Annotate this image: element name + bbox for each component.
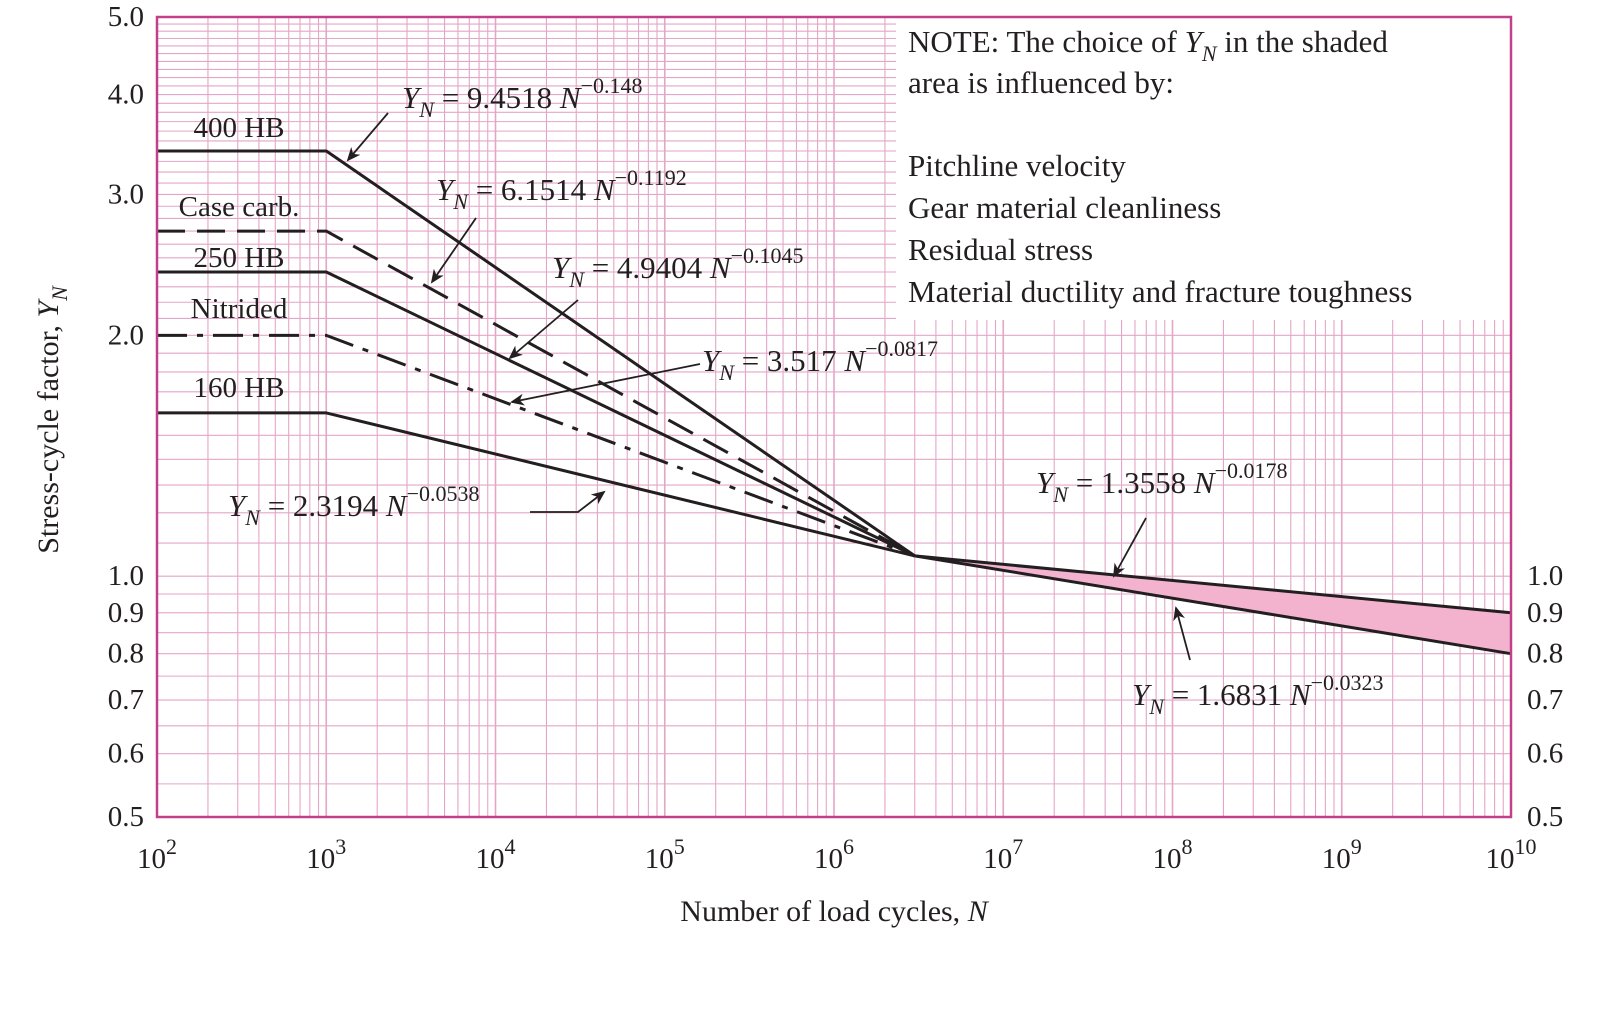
- y-tick-label-left: 3.0: [108, 178, 144, 210]
- leader-arrow: [346, 112, 389, 162]
- leader-arrow: [430, 217, 477, 284]
- series-line-400-hb: [157, 149, 916, 558]
- x-axis-title: Number of load cycles, N: [680, 895, 989, 928]
- y-tick-label-left: 0.8: [108, 638, 144, 670]
- x-tick-label: 108: [1153, 834, 1193, 875]
- leader-arrow: [510, 363, 701, 406]
- y-tick-label-right: 0.9: [1527, 597, 1563, 629]
- y-tick-label-left: 0.6: [108, 738, 144, 770]
- note-line-1: NOTE: The choice of YN in the shaded: [908, 24, 1388, 66]
- note-item: Material ductility and fracture toughnes…: [908, 274, 1412, 309]
- equation-label: YN = 4.9404 N−0.1045: [552, 243, 804, 292]
- grid: [156, 16, 1511, 818]
- x-tick-label: 104: [476, 834, 516, 875]
- note-item: Residual stress: [908, 232, 1093, 267]
- series-label-250-hb: 250 HB: [193, 242, 284, 274]
- x-tick-label: 109: [1322, 834, 1362, 875]
- tick-labels: 102 103 104 105 106 107 108 109 1010 5.0 4.0 3.0 2.0…: [108, 1, 1564, 875]
- note-item: Gear material cleanliness: [908, 190, 1221, 225]
- x-tick-label: 107: [983, 834, 1023, 875]
- y-axis-title: Stress-cycle factor, YN: [32, 285, 72, 554]
- x-tick-label: 1010: [1486, 834, 1537, 875]
- leader-arrows: [346, 112, 1191, 661]
- plot-frame-group: [155, 15, 1513, 819]
- x-tick-label: 106: [814, 834, 854, 875]
- series-line-160-hb: [157, 411, 916, 558]
- y-tick-label-left: 0.7: [108, 684, 144, 716]
- series-line-nitrided: [157, 333, 916, 558]
- equation-label: YN = 1.6831 N−0.0323: [1132, 670, 1384, 719]
- y-tick-label-left: 5.0: [108, 1, 144, 33]
- y-tick-label-right: 0.7: [1527, 684, 1563, 716]
- y-tick-label-right: 0.6: [1527, 738, 1563, 770]
- y-tick-label-left: 2.0: [108, 319, 144, 351]
- x-tick-label: 103: [306, 834, 346, 875]
- leader-arrow: [530, 490, 606, 513]
- curve-labels: 400 HB Case carb. 250 HB Nitrided 160 HB: [179, 112, 300, 404]
- leader-arrow: [1173, 606, 1191, 661]
- y-tick-label-left: 1.0: [108, 560, 144, 592]
- equation-label: YN = 9.4518 N−0.148: [402, 73, 643, 122]
- plot-frame: [155, 15, 1513, 819]
- equation-label: YN = 3.517 N−0.0817: [702, 336, 938, 385]
- note-line-2: area is influenced by:: [908, 65, 1174, 100]
- equation-labels: YN = 9.4518 N−0.148 YN = 6.1514 N−0.1192 Y…: [228, 73, 1384, 719]
- series-line-shaded-bound-6: [914, 554, 1512, 656]
- series-label-160-hb: 160 HB: [193, 372, 284, 404]
- series-label-400-hb: 400 HB: [193, 112, 284, 144]
- leader-arrow: [1113, 517, 1147, 578]
- series-label-nitrided: Nitrided: [191, 293, 288, 325]
- axis-titles: Number of load cycles, N Stress-cycle fac…: [32, 285, 990, 928]
- y-tick-label-right: 0.5: [1527, 801, 1563, 833]
- y-tick-label-left: 0.5: [108, 801, 144, 833]
- equation-label: YN = 1.3558 N−0.0178: [1036, 458, 1288, 507]
- equation-label: YN = 6.1514 N−0.1192: [436, 165, 687, 214]
- series-line-250-hb: [157, 270, 916, 558]
- equation-label: YN = 2.3194 N−0.0538: [228, 481, 480, 530]
- series-label-case-carb: Case carb.: [179, 191, 300, 223]
- note-background: [896, 18, 1510, 320]
- y-tick-label-left: 0.9: [108, 597, 144, 629]
- leader-arrow: [508, 299, 579, 360]
- x-tick-label: 102: [137, 834, 177, 875]
- series-line-case-carb: [157, 229, 916, 558]
- y-tick-label-right: 1.0: [1527, 560, 1563, 592]
- series-line-shaded-bound-5: [914, 554, 1512, 615]
- note-item: Pitchline velocity: [908, 148, 1126, 183]
- series-lines: [157, 149, 1512, 656]
- note-box: NOTE: The choice of YN in the shadedarea…: [908, 24, 1412, 309]
- y-tick-label-right: 0.8: [1527, 638, 1563, 670]
- x-tick-label: 105: [645, 834, 685, 875]
- y-tick-label-left: 4.0: [108, 79, 144, 111]
